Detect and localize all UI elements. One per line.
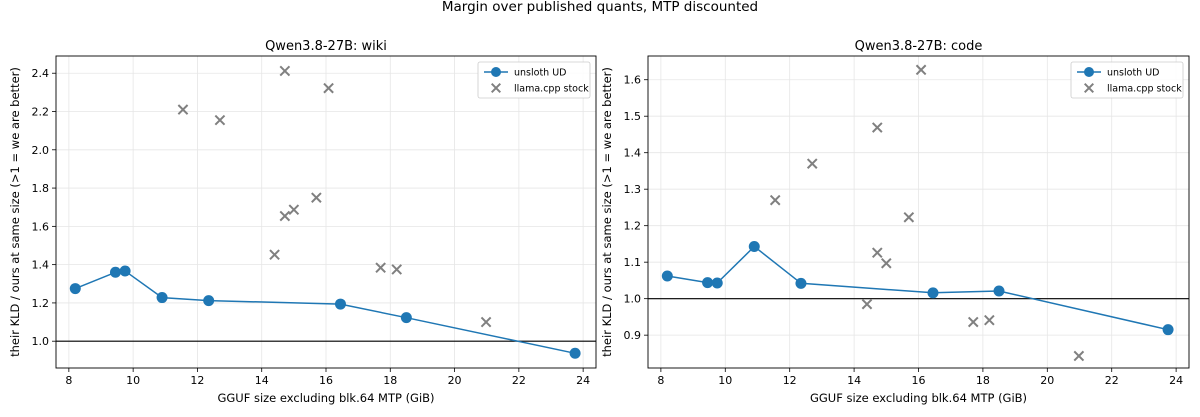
data-point-llama-cpp-stock bbox=[269, 249, 280, 260]
data-point-unsloth-ud bbox=[400, 312, 412, 324]
legend-label: unsloth UD bbox=[1107, 68, 1159, 79]
data-point-llama-cpp-stock bbox=[279, 65, 291, 77]
data-point-unsloth-ud bbox=[109, 266, 121, 278]
x-tick-label: 10 bbox=[126, 374, 140, 387]
x-tick-label: 8 bbox=[657, 374, 664, 387]
legend: unsloth UD llama.cpp stock bbox=[1070, 61, 1184, 99]
data-point-llama-cpp-stock bbox=[967, 316, 979, 328]
series-line-unsloth-ud bbox=[667, 245, 1169, 331]
y-tick-label: 0.9 bbox=[624, 329, 642, 342]
data-point-llama-cpp-stock bbox=[880, 257, 892, 269]
data-point-unsloth-ud bbox=[334, 298, 346, 310]
data-point-unsloth-ud bbox=[993, 285, 1005, 297]
y-tick-label: 1.2 bbox=[32, 297, 50, 310]
y-tick-label: 1.6 bbox=[32, 220, 50, 233]
data-point-unsloth-ud bbox=[1162, 324, 1174, 336]
y-tick-label: 1.0 bbox=[32, 335, 50, 348]
x-tick-label: 10 bbox=[718, 374, 732, 387]
x-axis-label: GGUF size excluding blk.64 MTP (GiB) bbox=[810, 391, 1027, 405]
y-tick-label: 1.6 bbox=[624, 74, 642, 87]
legend-marker-unsloth-ud bbox=[1084, 67, 1094, 77]
chart-panel-2: 8 10 12 14 16 18 20 22 24 0.9 1.0 1.1 1.2 1.3 1.4 1.5 1.… bbox=[600, 39, 1190, 405]
x-tick-label: 12 bbox=[190, 374, 204, 387]
legend-box bbox=[1070, 61, 1184, 99]
data-point-llama-cpp-stock bbox=[1073, 350, 1085, 362]
figure-suptitle: Margin over published quants, MTP discou… bbox=[442, 0, 758, 15]
data-point-unsloth-ud bbox=[661, 270, 673, 282]
chart-title: Qwen3.8-27B: wiki bbox=[265, 39, 387, 54]
y-tick-label: 1.8 bbox=[32, 182, 50, 195]
x-tick-label: 18 bbox=[383, 374, 397, 387]
x-tick-label: 16 bbox=[912, 374, 926, 387]
data-point-llama-cpp-stock bbox=[391, 264, 403, 275]
data-point-unsloth-ud bbox=[927, 287, 939, 299]
data-point-llama-cpp-stock bbox=[177, 104, 189, 115]
legend-label: llama.cpp stock bbox=[1107, 84, 1182, 95]
y-tick-label: 1.4 bbox=[624, 147, 642, 160]
data-point-llama-cpp-stock bbox=[769, 194, 781, 206]
x-tick-label: 18 bbox=[976, 374, 990, 387]
data-point-unsloth-ud bbox=[119, 265, 131, 277]
data-point-llama-cpp-stock bbox=[861, 298, 873, 310]
y-tick-label: 1.3 bbox=[624, 183, 642, 196]
legend-marker-llama-cpp-stock bbox=[1083, 82, 1095, 94]
data-point-unsloth-ud bbox=[711, 277, 723, 289]
data-point-llama-cpp-stock bbox=[288, 204, 300, 216]
data-point-llama-cpp-stock bbox=[871, 247, 883, 258]
data-point-llama-cpp-stock bbox=[323, 82, 334, 94]
y-tick-label: 2.2 bbox=[32, 106, 50, 119]
y-tick-label: 1.4 bbox=[32, 259, 50, 272]
y-tick-label: 2.4 bbox=[32, 67, 50, 80]
data-point-unsloth-ud bbox=[69, 283, 81, 295]
x-tick-label: 22 bbox=[1105, 374, 1119, 387]
data-point-llama-cpp-stock bbox=[480, 316, 492, 328]
y-tick-label: 1.0 bbox=[624, 293, 642, 306]
x-tick-label: 14 bbox=[255, 374, 269, 387]
x-tick-label: 8 bbox=[65, 374, 72, 387]
x-tick-label: 20 bbox=[448, 374, 462, 387]
x-tick-label: 14 bbox=[847, 374, 861, 387]
data-point-llama-cpp-stock bbox=[806, 158, 818, 169]
legend-marker-llama-cpp-stock bbox=[490, 82, 502, 94]
data-point-llama-cpp-stock bbox=[903, 211, 915, 223]
legend-marker-unsloth-ud bbox=[491, 67, 501, 77]
data-point-llama-cpp-stock bbox=[984, 314, 995, 326]
x-tick-label: 24 bbox=[1169, 374, 1183, 387]
x-tick-label: 22 bbox=[512, 374, 526, 387]
x-tick-label: 24 bbox=[576, 374, 590, 387]
data-point-llama-cpp-stock bbox=[279, 210, 291, 222]
data-point-llama-cpp-stock bbox=[214, 114, 226, 126]
data-point-unsloth-ud bbox=[748, 240, 760, 252]
data-point-unsloth-ud bbox=[156, 292, 168, 304]
y-tick-label: 2.0 bbox=[32, 144, 50, 157]
data-point-unsloth-ud bbox=[203, 295, 215, 307]
y-axis-label: their KLD / ours at same size (>1 = we a… bbox=[8, 67, 22, 357]
y-tick-label: 1.1 bbox=[624, 256, 642, 269]
chart-panel-1: 8 10 12 14 16 18 20 22 24 1.0 1.2 1.4 1.6 1.8 2.0 2.2 2.… bbox=[8, 39, 597, 405]
x-tick-label: 12 bbox=[783, 374, 797, 387]
chart-title: Qwen3.8-27B: code bbox=[855, 39, 983, 54]
y-axis-label: their KLD / ours at same size (>1 = we a… bbox=[600, 67, 614, 357]
data-point-unsloth-ud bbox=[795, 277, 807, 289]
data-point-unsloth-ud bbox=[569, 347, 581, 359]
legend: unsloth UD llama.cpp stock bbox=[477, 61, 591, 99]
x-tick-label: 16 bbox=[319, 374, 333, 387]
legend-box bbox=[477, 61, 591, 99]
data-point-llama-cpp-stock bbox=[375, 262, 386, 274]
x-tick-label: 20 bbox=[1040, 374, 1054, 387]
y-tick-label: 1.5 bbox=[624, 110, 642, 123]
data-point-unsloth-ud bbox=[702, 277, 714, 289]
x-axis-label: GGUF size excluding blk.64 MTP (GiB) bbox=[217, 391, 434, 405]
data-point-llama-cpp-stock bbox=[871, 122, 883, 133]
legend-label: unsloth UD bbox=[514, 68, 566, 79]
legend-label: llama.cpp stock bbox=[514, 84, 589, 95]
y-tick-label: 1.2 bbox=[624, 220, 642, 233]
data-point-llama-cpp-stock bbox=[915, 64, 927, 76]
data-point-llama-cpp-stock bbox=[311, 192, 322, 203]
